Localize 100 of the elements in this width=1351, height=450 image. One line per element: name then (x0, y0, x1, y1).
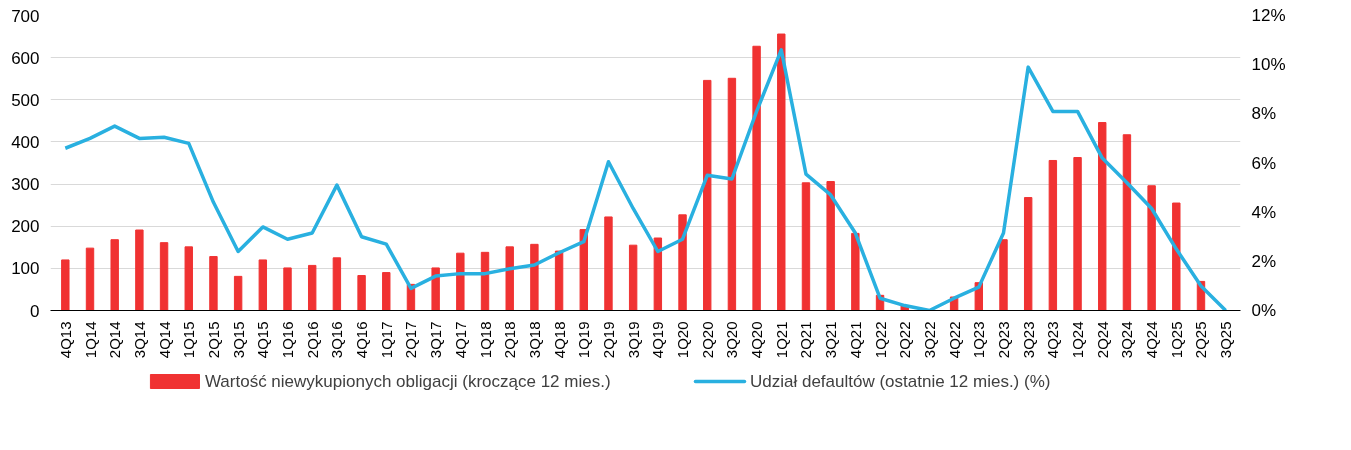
bar (332, 257, 342, 311)
x-tick-label: 4Q22 (945, 321, 963, 359)
legend-label: Udział defaultów (ostatnie 12 mies.) (%) (749, 372, 1051, 391)
bar (505, 246, 514, 311)
y2-tick-label: 4% (1251, 202, 1277, 222)
x-tick-label: 4Q19 (649, 321, 667, 359)
x-tick-label: 3Q18 (525, 321, 543, 359)
y2-tick-label: 10% (1251, 55, 1286, 75)
x-tick-label: 2Q19 (599, 321, 617, 359)
bar (653, 237, 663, 311)
x-tick-label: 1Q15 (180, 321, 198, 359)
x-tick-label: 1Q18 (476, 321, 494, 359)
x-tick-label: 3Q24 (1118, 321, 1136, 359)
bar (258, 259, 268, 311)
bar (110, 239, 119, 311)
bar (801, 182, 811, 311)
x-tick-label: 3Q17 (427, 321, 445, 359)
y-tick-label: 600 (11, 48, 40, 68)
y2-tick-label: 0% (1251, 301, 1277, 320)
bar (826, 181, 835, 311)
bar (777, 33, 786, 311)
bar (61, 259, 70, 311)
bar (530, 243, 539, 311)
x-tick-label: 2Q22 (896, 321, 914, 359)
x-tick-label: 4Q23 (1044, 321, 1062, 359)
x-tick-label: 1Q24 (1069, 321, 1087, 359)
x-tick-label: 1Q25 (1167, 321, 1185, 359)
bar (579, 229, 588, 311)
y2-tick-label: 8% (1251, 104, 1277, 124)
bar (727, 77, 737, 311)
x-tick-label: 2Q21 (797, 321, 815, 359)
bar (628, 244, 638, 311)
bar (233, 275, 243, 311)
y-tick-label: 300 (11, 175, 40, 195)
x-tick-label: 3Q25 (1217, 321, 1235, 359)
x-tick-label: 4Q17 (451, 321, 469, 359)
bar (357, 275, 366, 311)
y2-tick-label: 12% (1251, 6, 1286, 25)
x-tick-label: 1Q19 (575, 321, 593, 359)
x-tick-label: 4Q20 (748, 321, 766, 359)
bar (678, 214, 687, 311)
x-tick-label: 4Q14 (155, 321, 173, 359)
y-tick-label: 500 (11, 90, 40, 110)
y-tick-label: 200 (11, 217, 40, 237)
y2-tick-label: 6% (1251, 153, 1277, 173)
x-tick-label: 2Q23 (994, 321, 1012, 359)
bar (135, 229, 144, 311)
y-tick-label: 100 (11, 259, 40, 279)
bar (1073, 157, 1082, 311)
bar (184, 246, 193, 311)
x-tick-label: 2Q20 (698, 321, 716, 359)
bar (752, 45, 761, 311)
x-tick-label: 4Q21 (846, 321, 864, 359)
legend-label: Wartość niewykupionych obligacji (kroczące 12 mies.) (204, 372, 611, 391)
x-tick-label: 2Q25 (1192, 321, 1210, 359)
bar (283, 267, 292, 311)
x-tick-label: 2Q17 (402, 321, 420, 359)
y2-tick-label: 2% (1251, 251, 1277, 271)
x-tick-label: 4Q15 (254, 321, 272, 359)
bar (703, 79, 712, 311)
line-series (63, 48, 1228, 311)
x-tick-label: 2Q24 (1093, 321, 1111, 359)
bar (1172, 202, 1181, 311)
x-tick-label: 3Q21 (822, 321, 840, 359)
x-tick-label: 3Q16 (328, 321, 346, 359)
bar (554, 250, 564, 311)
x-tick-label: 3Q22 (920, 321, 938, 359)
x-tick-label: 4Q24 (1143, 321, 1161, 359)
bar (1122, 134, 1132, 311)
bar (456, 252, 465, 311)
x-tick-label: 3Q15 (229, 321, 247, 359)
bar (1098, 122, 1107, 311)
x-tick-label: 3Q20 (723, 321, 741, 359)
y-tick-label: 400 (11, 132, 40, 152)
bar (1023, 197, 1033, 311)
x-tick-label: 1Q21 (772, 321, 790, 359)
x-tick-label: 1Q20 (674, 321, 692, 359)
y-tick-label: 700 (11, 6, 40, 26)
bar (382, 272, 391, 311)
bar (85, 247, 95, 311)
x-tick-label: 3Q23 (1019, 321, 1037, 359)
x-tick-label: 2Q15 (204, 321, 222, 359)
bar (1147, 185, 1156, 311)
y-tick-label: 0 (30, 301, 40, 321)
x-tick-label: 1Q17 (377, 321, 395, 359)
x-tick-label: 1Q16 (279, 321, 297, 359)
bar (604, 216, 613, 311)
x-tick-label: 2Q16 (303, 321, 321, 359)
x-tick-label: 3Q19 (624, 321, 642, 359)
x-tick-label: 4Q13 (56, 321, 74, 359)
bar (1048, 159, 1058, 311)
bar (851, 232, 860, 311)
x-tick-label: 1Q14 (81, 321, 99, 359)
x-tick-label: 1Q23 (970, 321, 988, 359)
bar (209, 256, 218, 311)
x-tick-label: 2Q18 (501, 321, 519, 359)
x-tick-label: 3Q14 (130, 321, 148, 359)
bar (308, 264, 317, 311)
x-tick-label: 4Q16 (353, 321, 371, 359)
x-tick-label: 4Q18 (550, 321, 568, 359)
